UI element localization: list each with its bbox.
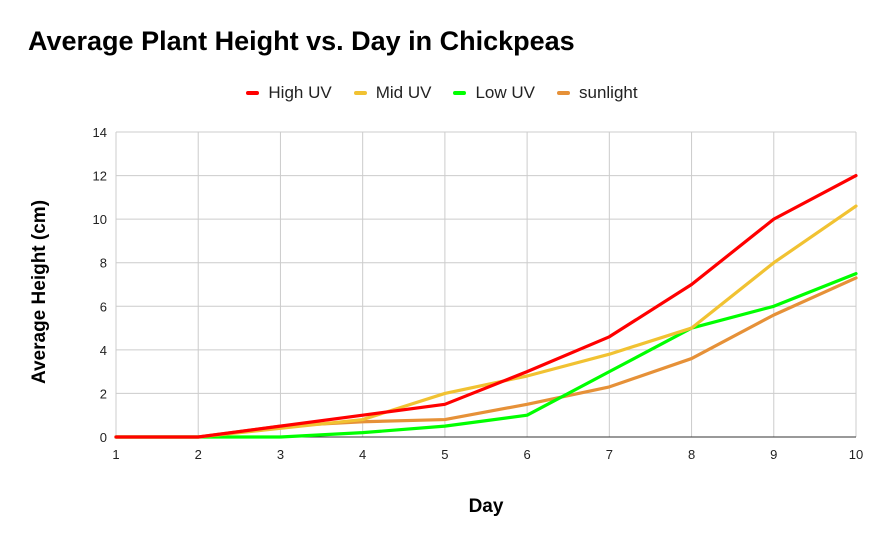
y-tick-label: 0	[100, 430, 107, 445]
legend-swatch-mid-uv	[353, 91, 367, 95]
y-tick-label: 2	[100, 386, 107, 401]
x-tick-label: 8	[688, 447, 695, 462]
x-tick-label: 5	[441, 447, 448, 462]
y-tick-label: 12	[93, 169, 107, 184]
y-tick-label: 4	[100, 343, 107, 358]
series-lines	[114, 173, 858, 439]
x-tick-label: 6	[523, 447, 530, 462]
x-tick-label: 7	[606, 447, 613, 462]
series-line-high-uv	[114, 173, 858, 439]
y-tick-label: 8	[100, 256, 107, 271]
x-axis-title: Day	[468, 496, 504, 517]
legend: High UV Mid UV Low UV sunlight	[0, 82, 884, 104]
y-tick-label: 14	[93, 125, 107, 140]
x-tick-label: 10	[849, 447, 863, 462]
series-line-low-uv	[114, 272, 858, 439]
y-tick-label: 10	[93, 212, 107, 227]
x-tick-label: 3	[277, 447, 284, 462]
legend-item-low-uv: Low UV	[453, 83, 535, 103]
legend-swatch-high-uv	[246, 91, 260, 95]
legend-swatch-low-uv	[453, 91, 467, 95]
legend-item-mid-uv: Mid UV	[353, 83, 432, 103]
legend-swatch-sunlight	[556, 91, 570, 95]
legend-label-mid-uv: Mid UV	[375, 83, 432, 102]
x-tick-label: 1	[112, 447, 119, 462]
x-tick-label: 9	[770, 447, 777, 462]
legend-item-sunlight: sunlight	[556, 83, 638, 103]
legend-item-high-uv: High UV	[246, 83, 332, 103]
legend-label-low-uv: Low UV	[475, 83, 535, 102]
x-tick-label: 4	[359, 447, 366, 462]
series-line-sunlight	[114, 276, 858, 439]
x-tick-label: 2	[195, 447, 202, 462]
chart-title: Average Plant Height vs. Day in Chickpea…	[28, 26, 575, 56]
y-tick-label: 6	[100, 299, 107, 314]
legend-label-high-uv: High UV	[268, 83, 332, 102]
y-axis-title: Average Height (cm)	[29, 199, 50, 385]
legend-label-sunlight: sunlight	[578, 83, 638, 102]
